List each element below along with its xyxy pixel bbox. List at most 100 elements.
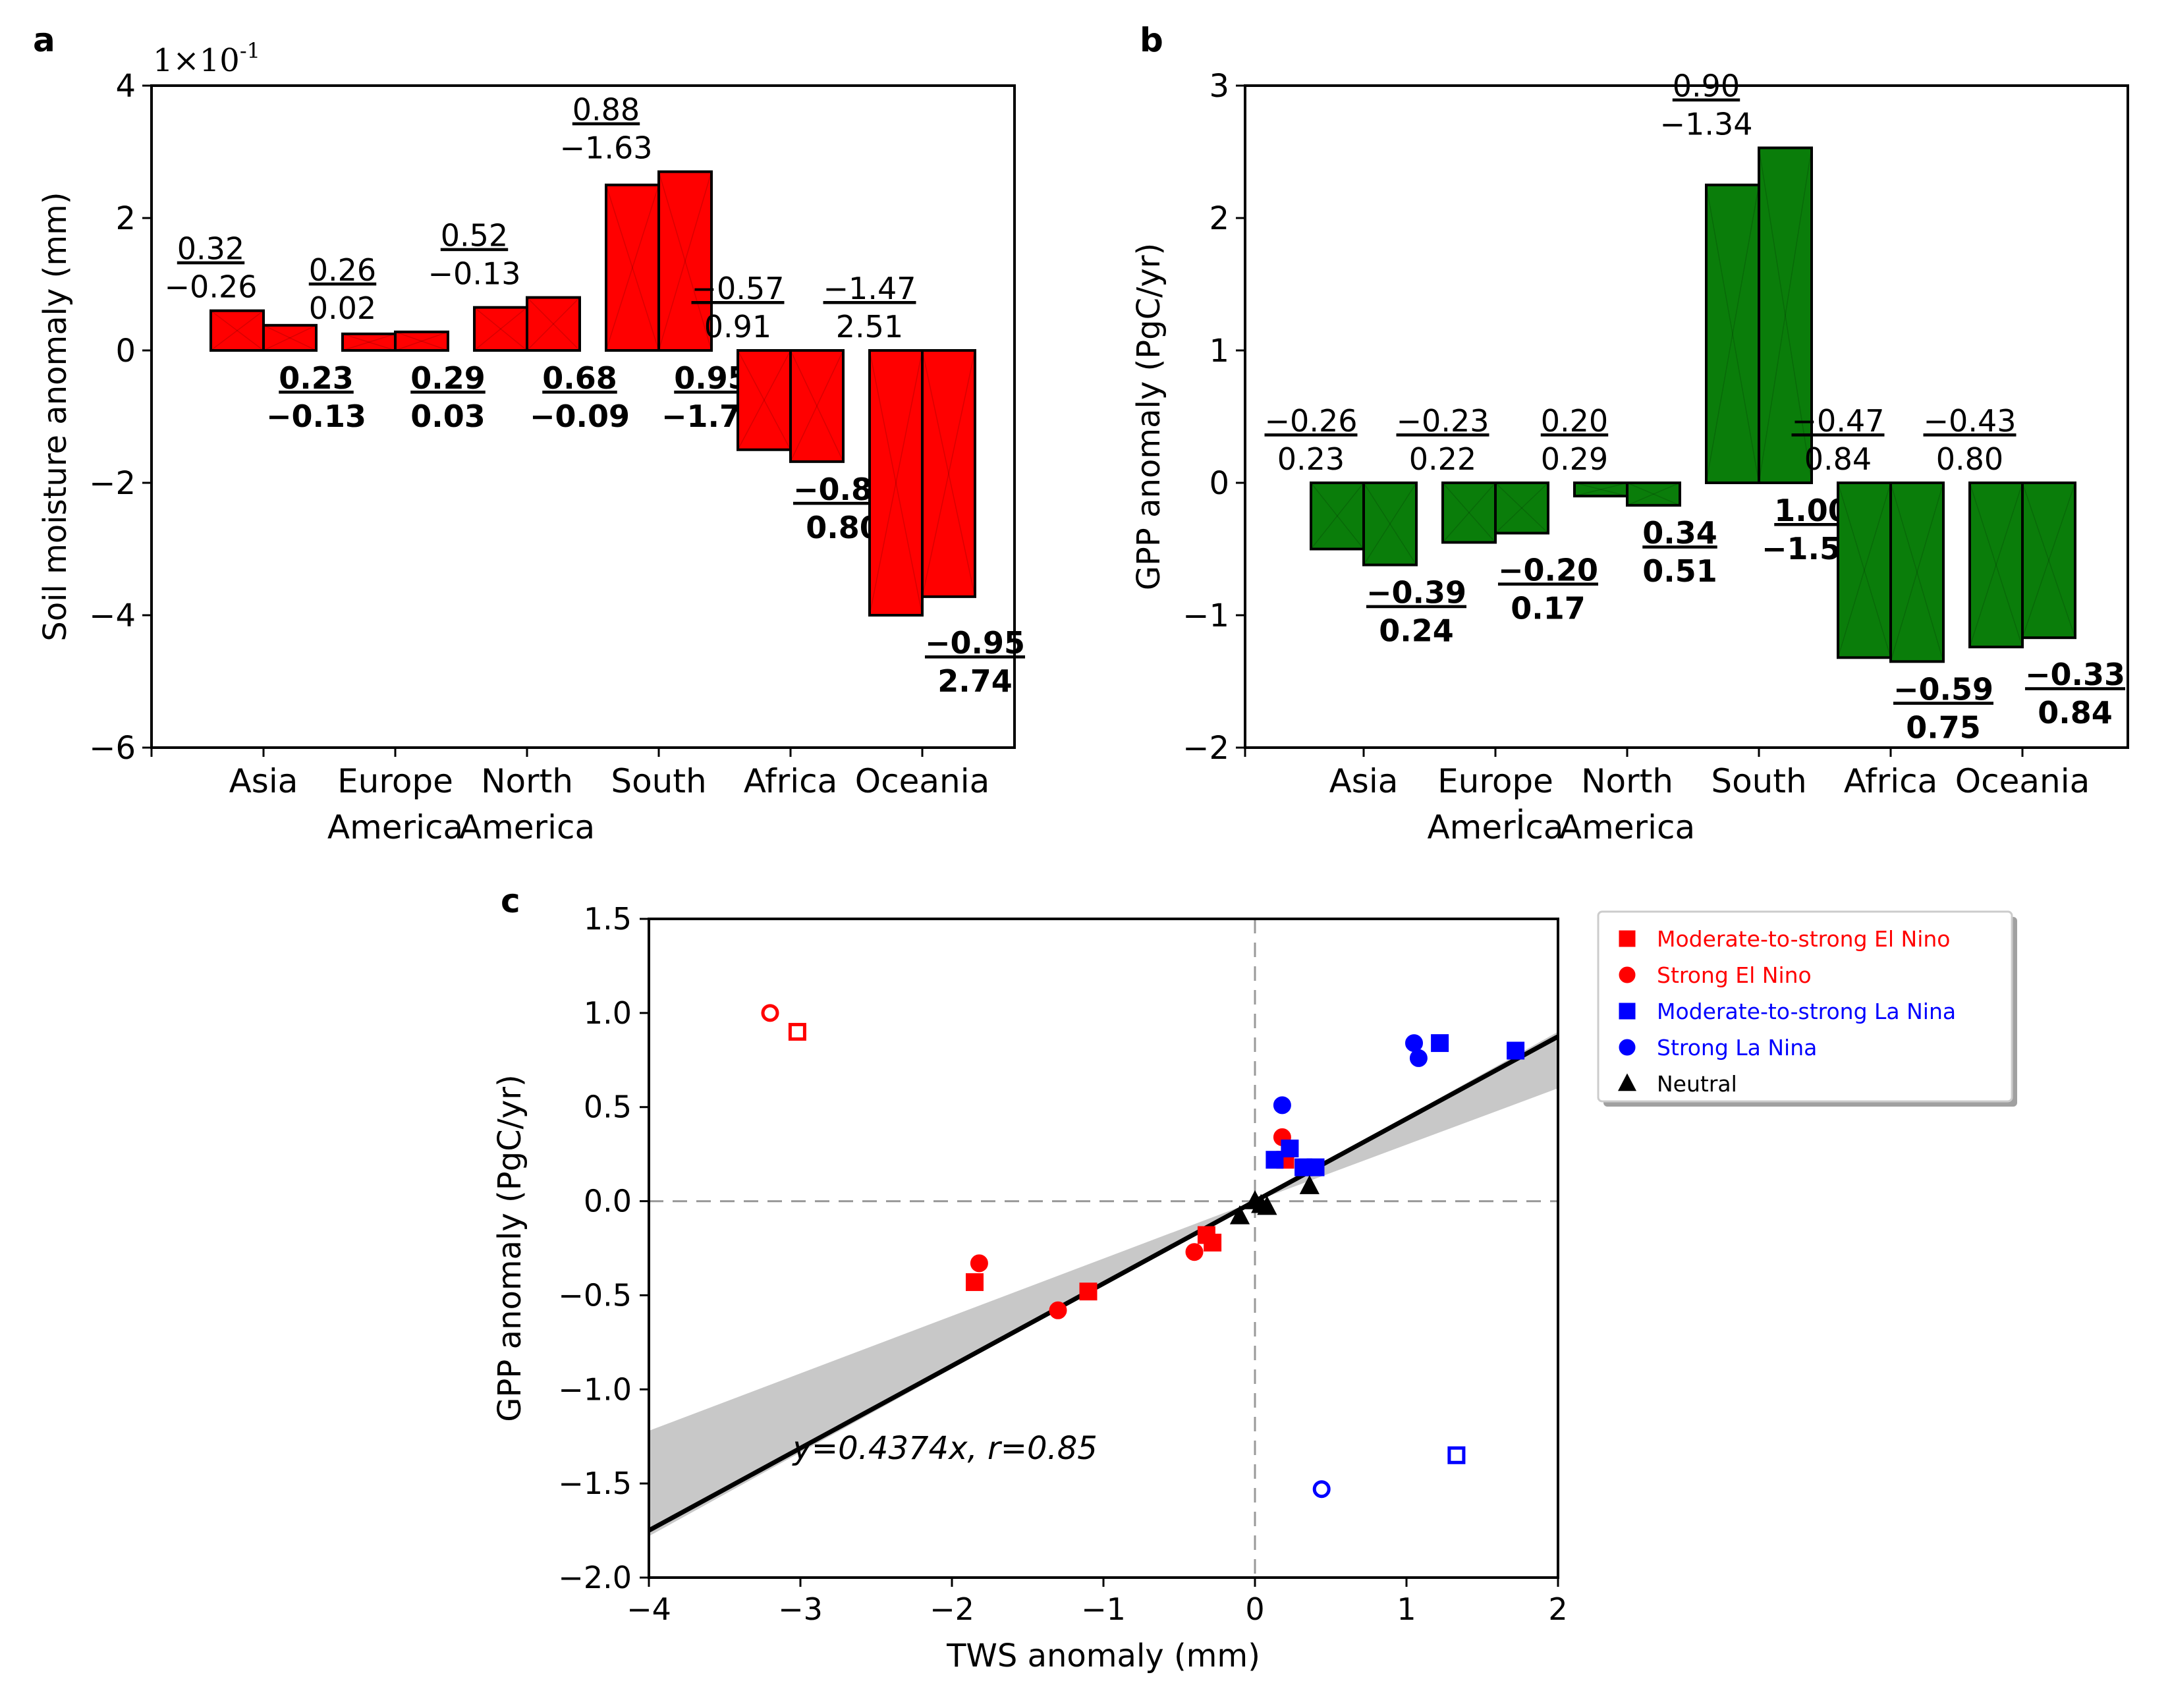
annotation-bottom-plain: −0.09 <box>530 399 630 434</box>
bar-hatch <box>342 333 396 351</box>
annotation-bottom-plain: 0.80 <box>806 510 881 545</box>
panel-a-chart: 1×10-1 0.32−0.260.23−0.13Asia0.260.020.2… <box>37 38 1025 846</box>
panel-label-c: c <box>501 882 520 920</box>
y-tick-label: 0.0 <box>584 1184 632 1219</box>
annotation-bottom-underlined: 0.34 <box>1642 515 1717 551</box>
bar-hatch <box>737 350 791 451</box>
point-strong-la-nina <box>1409 1049 1428 1067</box>
x-tick-label: Oceania <box>1955 762 2090 800</box>
bar-hatch <box>1706 184 1760 483</box>
y-tick-label: 0.5 <box>584 1089 632 1125</box>
panel-b-chart: −0.260.23 −0.390.24 Asia −0.230.22 −0.200.17… <box>1130 68 2129 846</box>
legend-label: Strong La Nina <box>1657 1035 1817 1061</box>
x-tick-label: 0 <box>1245 1591 1264 1627</box>
x-tick-label: −3 <box>778 1591 823 1627</box>
bar-hatch <box>395 331 449 351</box>
x-tick-label: −2 <box>930 1591 974 1627</box>
point-open-strong-el-nino <box>761 1004 779 1022</box>
panel-a-scale-label: 1×10-1 <box>153 38 260 79</box>
point-moderate-to-strong-la-nina <box>1266 1151 1284 1169</box>
bar-left <box>473 306 528 352</box>
bar-left <box>1968 482 2024 649</box>
bar-right <box>526 296 581 352</box>
bar-hatch <box>1363 482 1417 566</box>
plot-frame <box>1244 84 2129 749</box>
bar-right <box>921 349 976 598</box>
x-tick-label: Asia <box>229 762 298 800</box>
annotation-top-plain: 0.84 <box>1804 441 1872 477</box>
point-strong-el-nino <box>1185 1243 1204 1261</box>
annotation-top-plain: 0.22 <box>1409 441 1476 477</box>
y-tick-label: 0 <box>1209 465 1229 502</box>
plot-frame <box>150 84 1016 749</box>
bar-left <box>209 309 265 352</box>
bar-hatch <box>1310 482 1364 549</box>
bar-hatch <box>395 331 449 351</box>
panel-a-scale-exp: -1 <box>240 38 260 63</box>
bar-right <box>657 170 713 352</box>
annotation-top-plain: −0.13 <box>428 256 521 292</box>
bar-hatch <box>1363 482 1417 566</box>
bar-right <box>1889 482 1945 663</box>
plot-frame <box>648 918 1559 1579</box>
x-tick-label: Amerİca <box>1427 808 1563 846</box>
y-tick-label: 3 <box>1209 68 1229 105</box>
annotation-bottom-plain: 0.24 <box>1379 613 1454 649</box>
bar-hatch <box>658 171 712 351</box>
annotation-top-plain: −1.63 <box>560 130 653 166</box>
y-tick-label: −1.5 <box>558 1466 632 1501</box>
bar-right <box>789 349 845 463</box>
bar-left <box>341 332 397 352</box>
y-tick-label: 0 <box>115 333 136 370</box>
y-tick-label: −0.5 <box>558 1277 632 1313</box>
bar-hatch <box>1442 482 1496 543</box>
bar-hatch <box>1837 482 1891 658</box>
y-tick-label: 1.5 <box>584 901 632 937</box>
annotation-top-underlined: 0.88 <box>572 92 640 128</box>
bar-right <box>394 330 449 352</box>
x-tick-label: America <box>327 808 463 846</box>
x-tick-label: North <box>481 762 573 800</box>
bar-hatch <box>210 310 264 351</box>
annotation-bottom-underlined: −0.20 <box>1498 552 1598 588</box>
bar-hatch <box>1837 482 1891 658</box>
annotation-bottom-underlined: 1.00 <box>1774 493 1849 528</box>
annotation-top-plain: 2.51 <box>836 309 903 344</box>
point-strong-la-nina <box>1405 1034 1423 1053</box>
x-tick-label: −4 <box>626 1591 671 1627</box>
y-tick-label: 2 <box>1209 200 1229 237</box>
y-tick-label: 1.0 <box>584 995 632 1031</box>
bar-hatch <box>1495 482 1549 534</box>
bar-hatch <box>2022 482 2076 638</box>
bar-right <box>1626 482 1681 507</box>
bar-left <box>1705 183 1760 484</box>
legend-label: Moderate-to-strong La Nina <box>1657 999 1956 1024</box>
x-tick-label: Europe <box>337 762 453 800</box>
bar-hatch <box>1627 482 1681 506</box>
point-moderate-to-strong-la-nina <box>1431 1034 1449 1053</box>
annotation-top-underlined: −0.23 <box>1397 403 1489 439</box>
point-moderate-to-strong-la-nina <box>1507 1041 1525 1060</box>
legend-marker <box>1619 1003 1636 1020</box>
bar-hatch <box>1627 482 1681 506</box>
point-open-moderate-to-strong-el-nino <box>788 1022 806 1041</box>
annotation-top-plain: 0.02 <box>309 290 376 326</box>
annotation-top-underlined: 0.32 <box>177 231 244 267</box>
x-tick-label: 2 <box>1548 1591 1567 1627</box>
y-tick-label: −4 <box>89 597 136 634</box>
point-neutral <box>1229 1205 1250 1225</box>
bar-hatch <box>263 325 317 351</box>
annotation-top-plain: −1.34 <box>1660 106 1753 142</box>
bar-hatch <box>474 307 528 351</box>
bar-hatch <box>1758 148 1812 483</box>
annotation-bottom-plain: 0.03 <box>410 399 486 434</box>
point-open-strong-la-nina <box>1312 1480 1331 1499</box>
bar-hatch <box>1442 482 1496 543</box>
x-tick-label: Africa <box>744 762 838 800</box>
legend: Moderate-to-strong El Nino Strong El Nino… <box>1597 910 2017 1107</box>
y-axis-label: GPP anomaly (PgC/yr) <box>491 1074 528 1421</box>
annotation-bottom-plain: 0.75 <box>1906 709 1981 745</box>
annotation-top-underlined: 0.52 <box>441 218 508 254</box>
bar-hatch <box>1890 482 1944 662</box>
